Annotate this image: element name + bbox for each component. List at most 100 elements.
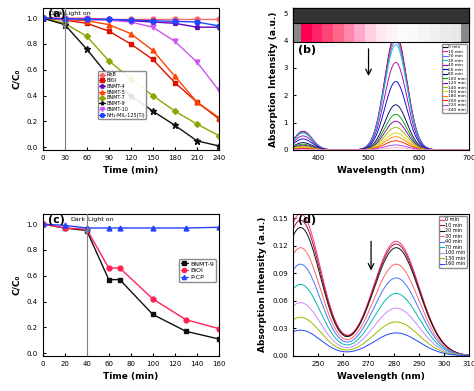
RhB	[172, 17, 178, 22]
Line: RhB: RhB	[40, 16, 221, 22]
BiOI	[62, 226, 67, 230]
BiOI	[216, 326, 222, 331]
Text: (c): (c)	[48, 215, 65, 225]
BiOI	[150, 297, 155, 301]
NH₂-MIL-125(Ti)	[62, 16, 67, 21]
Text: Light on: Light on	[65, 11, 91, 16]
BiOI	[183, 317, 189, 322]
Legend: 0 min, 10 min, 20 min, 30 min, 40 min, 70 min, 100 min, 130 min, 160 min: 0 min, 10 min, 20 min, 30 min, 40 min, 7…	[439, 216, 467, 267]
BNMT-5	[40, 16, 46, 20]
BNMT-7	[128, 77, 134, 81]
BiOI	[106, 29, 111, 33]
BNMT-5	[150, 48, 155, 53]
BNMT-7	[106, 58, 111, 63]
Line: BNMT-7: BNMT-7	[41, 16, 221, 138]
NH₂-MIL-125(Ti)	[40, 16, 46, 20]
BNMT-10	[216, 88, 222, 93]
BNMT-7	[172, 109, 178, 113]
P-CP	[106, 226, 111, 230]
Text: (a): (a)	[48, 9, 66, 19]
Y-axis label: Absorption Intensity (a.u.): Absorption Intensity (a.u.)	[269, 11, 278, 147]
Legend: 0 min, 10 min, 20 min, 30 min, 40 min, 60 min, 80 min, 100 min, 120 min, 140 min: 0 min, 10 min, 20 min, 30 min, 40 min, 6…	[442, 44, 467, 113]
BNMT-9	[106, 74, 111, 79]
Line: NH₂-MIL-125(Ti): NH₂-MIL-125(Ti)	[40, 16, 221, 28]
BNMT-10	[172, 39, 178, 44]
Line: BNMT-4: BNMT-4	[40, 16, 221, 30]
BNMT-9	[216, 143, 222, 148]
BiOI	[194, 100, 200, 104]
BNMT-7	[62, 21, 67, 26]
BNMT-5	[106, 22, 111, 27]
NH₂-MIL-125(Ti)	[194, 20, 200, 24]
Legend: RhB, BiOI, BNMT-4, BNMT-5, BNMT-7, BNMT-9, BNMT-10, NH₂-MIL-125(Ti): RhB, BiOI, BNMT-4, BNMT-5, BNMT-7, BNMT-…	[98, 71, 146, 119]
Text: Dark: Dark	[71, 217, 86, 222]
BNMT-9	[128, 93, 134, 98]
X-axis label: Time (min): Time (min)	[103, 166, 158, 175]
BNMT-9	[183, 329, 189, 334]
BiOI	[128, 41, 134, 46]
BNMT-9	[40, 16, 46, 20]
P-CP	[62, 223, 67, 228]
BNMT-9	[84, 228, 90, 233]
BNMT-7	[216, 133, 222, 138]
Line: BiOI: BiOI	[40, 222, 221, 331]
BNMT-9	[106, 277, 111, 282]
Line: P-CP: P-CP	[40, 222, 221, 230]
P-CP	[150, 226, 155, 230]
BNMT-4	[150, 20, 155, 24]
BiOI	[106, 265, 111, 270]
NH₂-MIL-125(Ti)	[172, 19, 178, 24]
BNMT-5	[62, 17, 67, 22]
NH₂-MIL-125(Ti)	[216, 23, 222, 28]
BNMT-7	[194, 122, 200, 126]
RhB	[84, 16, 90, 20]
Line: BNMT-5: BNMT-5	[40, 16, 221, 120]
Line: BNMT-10: BNMT-10	[40, 16, 221, 93]
X-axis label: Time (min): Time (min)	[103, 372, 158, 381]
BNMT-9	[150, 312, 155, 317]
BNMT-10	[194, 60, 200, 65]
BNMT-4	[40, 16, 46, 20]
NH₂-MIL-125(Ti)	[128, 18, 134, 22]
BNMT-7	[40, 16, 46, 20]
BNMT-9	[150, 109, 155, 113]
NH₂-MIL-125(Ti)	[106, 17, 111, 22]
BNMT-4	[128, 18, 134, 23]
BiOI	[84, 21, 90, 26]
BNMT-9	[117, 277, 123, 282]
BNMT-4	[194, 25, 200, 30]
BiOI	[40, 222, 46, 226]
BiOI	[216, 117, 222, 121]
BNMT-10	[150, 25, 155, 30]
BNMT-10	[128, 20, 134, 24]
P-CP	[40, 222, 46, 226]
BiOI	[62, 18, 67, 22]
BNMT-9	[40, 222, 46, 226]
RhB	[150, 17, 155, 22]
BNMT-4	[62, 16, 67, 21]
BNMT-4	[216, 25, 222, 30]
Y-axis label: Absorption Intensity (a.u.): Absorption Intensity (a.u.)	[258, 217, 267, 352]
BNMT-10	[106, 18, 111, 22]
BNMT-9	[194, 138, 200, 143]
P-CP	[84, 226, 90, 230]
BNMT-5	[128, 31, 134, 36]
BNMT-9	[216, 337, 222, 341]
RhB	[128, 17, 134, 22]
BNMT-9	[84, 47, 90, 52]
Line: BNMT-9: BNMT-9	[40, 222, 221, 341]
BNMT-10	[62, 16, 67, 21]
Text: Light on: Light on	[88, 217, 113, 222]
BNMT-10	[40, 16, 46, 20]
BiOI	[150, 57, 155, 62]
NH₂-MIL-125(Ti)	[150, 18, 155, 23]
X-axis label: Wavelength (nm): Wavelength (nm)	[337, 372, 425, 381]
P-CP	[117, 226, 123, 230]
Text: (d): (d)	[298, 215, 316, 225]
P-CP	[216, 225, 222, 230]
BNMT-5	[84, 18, 90, 23]
BNMT-10	[84, 17, 90, 22]
Line: BNMT-9: BNMT-9	[39, 15, 222, 149]
BNMT-5	[194, 100, 200, 104]
RhB	[216, 17, 222, 22]
